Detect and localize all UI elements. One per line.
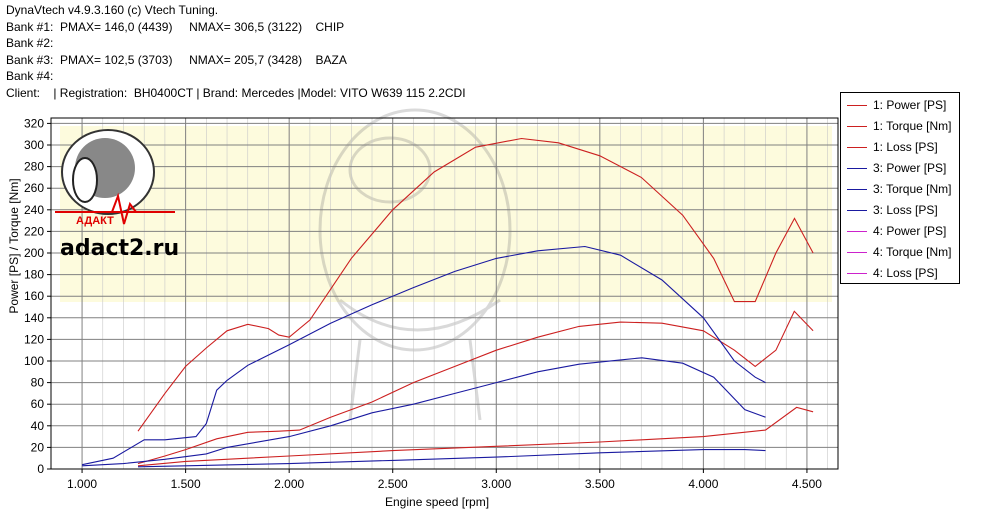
series-line-1-torque-nm- <box>137 137 814 432</box>
y-tick-label: 160 <box>24 289 44 303</box>
legend-label: 1: Power [PS] <box>873 98 947 112</box>
x-tick-label: 1.500 <box>171 477 201 491</box>
y-tick-label: 20 <box>31 440 45 454</box>
legend-item: 4: Power [PS] <box>845 221 961 242</box>
y-tick-label: 320 <box>24 116 44 130</box>
series-line-1-loss-ps- <box>137 406 814 467</box>
header-bank-1: Bank #1: PMAX= 146,0 (4439) NMAX= 306,5 … <box>6 19 345 34</box>
legend-item: 1: Power [PS] <box>845 95 961 116</box>
x-tick-label: 2.500 <box>378 477 408 491</box>
adakt-logo-icon <box>55 129 175 225</box>
y-tick-label: 80 <box>31 376 45 390</box>
x-tick-label: 2.000 <box>274 477 304 491</box>
legend-swatch <box>847 147 867 148</box>
series-line-1-power-ps- <box>137 310 814 465</box>
y-tick-label: 280 <box>24 160 44 174</box>
legend-swatch <box>847 168 867 169</box>
y-tick-label: 180 <box>24 268 44 282</box>
watermark-character-icon <box>318 108 512 421</box>
legend-item: 4: Loss [PS] <box>845 263 961 284</box>
report-header: DynaVtech v4.9.3.160 (c) Vtech Tuning. B… <box>6 2 466 102</box>
y-tick-label: 200 <box>24 246 44 260</box>
legend-swatch <box>847 252 867 253</box>
grid-lines <box>51 118 838 470</box>
legend-swatch <box>847 105 867 106</box>
y-tick-label: 100 <box>24 354 44 368</box>
y-tick-label: 140 <box>24 311 44 325</box>
y-tick-label: 120 <box>24 332 44 346</box>
header-client-info: Client: | Registration: BH0400CT | Brand… <box>6 85 466 100</box>
y-axis-label: Power [PS] / Torque [Nm] <box>7 178 21 314</box>
x-tick-label: 4.000 <box>688 477 718 491</box>
x-tick-label: 3.500 <box>585 477 615 491</box>
legend-label: 3: Torque [Nm] <box>873 182 952 196</box>
series-line-3-power-ps- <box>82 357 766 467</box>
watermark-band <box>60 126 832 302</box>
watermark-brand: АДАКТ <box>76 215 114 227</box>
header-bank-3: Bank #3: PMAX= 102,5 (3703) NMAX= 205,7 … <box>6 52 347 67</box>
legend-swatch <box>847 210 867 211</box>
legend-item: 1: Torque [Nm] <box>845 116 961 137</box>
y-axis: 0 20 40 60 80 100 120 140 160 180 200 220 240 260 280 3… <box>24 116 51 476</box>
series-line-3-loss-ps- <box>137 449 766 468</box>
x-tick-label: 3.000 <box>481 477 511 491</box>
legend-item: 3: Power [PS] <box>845 158 961 179</box>
header-bank-4: Bank #4: <box>6 69 54 84</box>
y-tick-label: 240 <box>24 203 44 217</box>
legend-label: 1: Loss [PS] <box>873 140 938 154</box>
x-axis-label: Engine speed [rpm] <box>385 495 490 509</box>
series-line-3-torque-nm- <box>81 245 766 466</box>
legend-label: 3: Power [PS] <box>873 161 947 175</box>
legend-swatch <box>847 126 867 127</box>
legend-swatch <box>847 273 867 274</box>
x-axis: 1.000 1.500 2.000 2.500 3.000 3.500 4.000 4.500 <box>67 469 822 491</box>
x-tick-label: 1.000 <box>67 477 97 491</box>
y-tick-label: 260 <box>24 181 44 195</box>
legend-item: 3: Loss [PS] <box>845 200 961 221</box>
legend-item: 4: Torque [Nm] <box>845 242 961 263</box>
legend-label: 3: Loss [PS] <box>873 203 938 217</box>
legend-label: 1: Torque [Nm] <box>873 119 952 133</box>
legend-label: 4: Loss [PS] <box>873 266 938 280</box>
x-tick-label: 4.500 <box>792 477 822 491</box>
header-title: DynaVtech v4.9.3.160 (c) Vtech Tuning. <box>6 3 219 17</box>
series-layer <box>81 137 814 468</box>
plot-border <box>50 117 839 470</box>
legend-item: 1: Loss [PS] <box>845 137 961 158</box>
header-bank-2: Bank #2: <box>6 36 54 51</box>
chart-legend: 1: Power [PS] 1: Torque [Nm] 1: Loss [PS] 3… <box>840 92 960 284</box>
legend-label: 4: Torque [Nm] <box>873 245 952 259</box>
legend-swatch <box>847 231 867 232</box>
y-tick-label: 40 <box>31 419 45 433</box>
y-tick-label: 220 <box>24 224 44 238</box>
legend-item: 3: Torque [Nm] <box>845 179 961 200</box>
legend-swatch <box>847 189 867 190</box>
y-tick-label: 0 <box>37 462 44 476</box>
legend-label: 4: Power [PS] <box>873 224 947 238</box>
y-tick-label: 300 <box>24 138 44 152</box>
watermark-site: adact2.ru <box>60 236 180 261</box>
y-tick-label: 60 <box>31 397 45 411</box>
